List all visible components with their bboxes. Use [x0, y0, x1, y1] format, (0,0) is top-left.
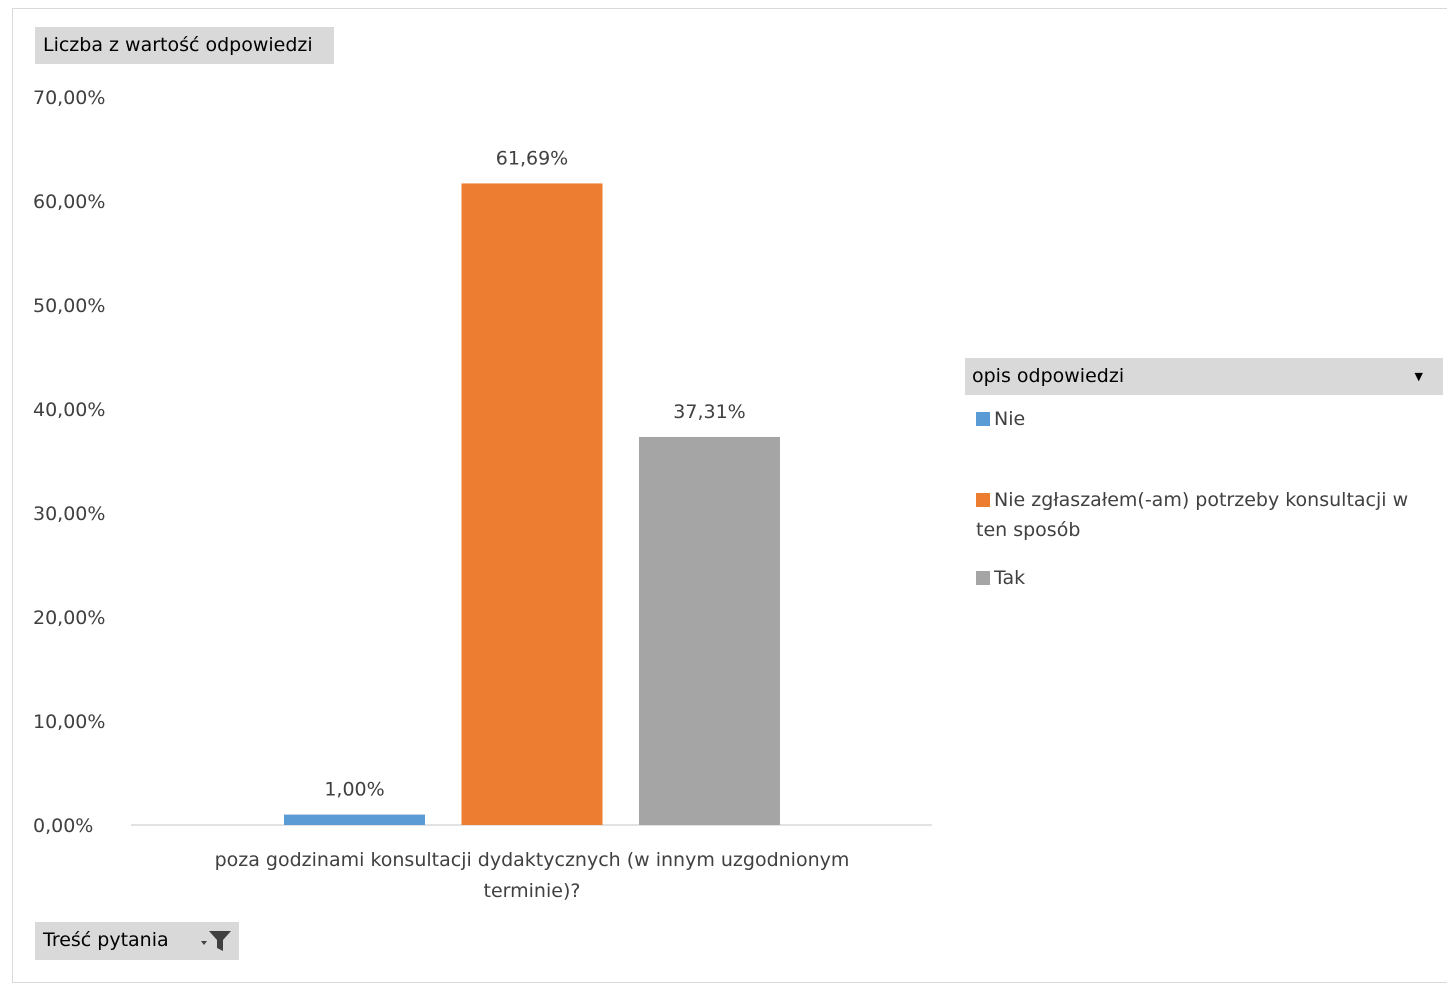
legend-field-button[interactable]: opis odpowiedzi ▼ — [965, 358, 1443, 395]
y-tick-label: 70,00% — [33, 87, 105, 109]
legend-item-tak[interactable]: Tak — [976, 563, 1025, 593]
y-tick-label: 40,00% — [33, 399, 105, 421]
y-tick-label: 20,00% — [33, 607, 105, 629]
value-field-label: Liczba z wartość odpowiedzi — [43, 34, 313, 56]
legend-item-nie-zglaszalem[interactable]: Nie zgłaszałem(-am) potrzeby konsultacji… — [976, 485, 1444, 545]
y-tick-label: 30,00% — [33, 503, 105, 525]
category-label-line-2: terminie)? — [484, 880, 581, 902]
data-label: 61,69% — [496, 147, 568, 169]
legend-item-label: Tak — [994, 567, 1026, 589]
y-tick-label: 50,00% — [33, 295, 105, 317]
legend-item-nie[interactable]: Nie — [976, 404, 1025, 434]
y-tick-label: 0,00% — [33, 815, 93, 837]
legend-swatch — [976, 493, 990, 507]
bar[interactable] — [461, 183, 603, 825]
legend-title: opis odpowiedzi — [972, 365, 1125, 387]
y-tick-label: 60,00% — [33, 191, 105, 213]
bar[interactable] — [639, 436, 780, 825]
data-labels: 1,00% 61,69% 37,31% — [324, 147, 745, 800]
dropdown-arrow-icon[interactable]: ▼ — [1414, 370, 1423, 383]
y-axis-tick-labels: 0,00% 10,00% 20,00% 30,00% 40,00% 50,00% 60,00… — [33, 87, 105, 837]
data-label: 37,31% — [673, 401, 745, 423]
data-label: 1,00% — [324, 779, 384, 801]
legend-item-label: Nie zgłaszałem(-am) potrzeby konsultacji… — [976, 489, 1409, 541]
legend-swatch — [976, 571, 990, 585]
y-tick-label: 10,00% — [33, 711, 105, 733]
axis-field-label: Treść pytania — [43, 929, 169, 951]
value-field-button[interactable]: Liczba z wartość odpowiedzi — [35, 27, 334, 64]
legend-swatch — [976, 412, 990, 426]
bars — [284, 183, 780, 825]
axis-field-button[interactable]: Treść pytania — [35, 922, 239, 960]
category-label-line-1: poza godzinami konsultacji dydaktycznych… — [215, 849, 850, 871]
filter-icon[interactable] — [199, 922, 233, 959]
bar[interactable] — [284, 814, 425, 825]
legend-item-label: Nie — [994, 408, 1026, 430]
